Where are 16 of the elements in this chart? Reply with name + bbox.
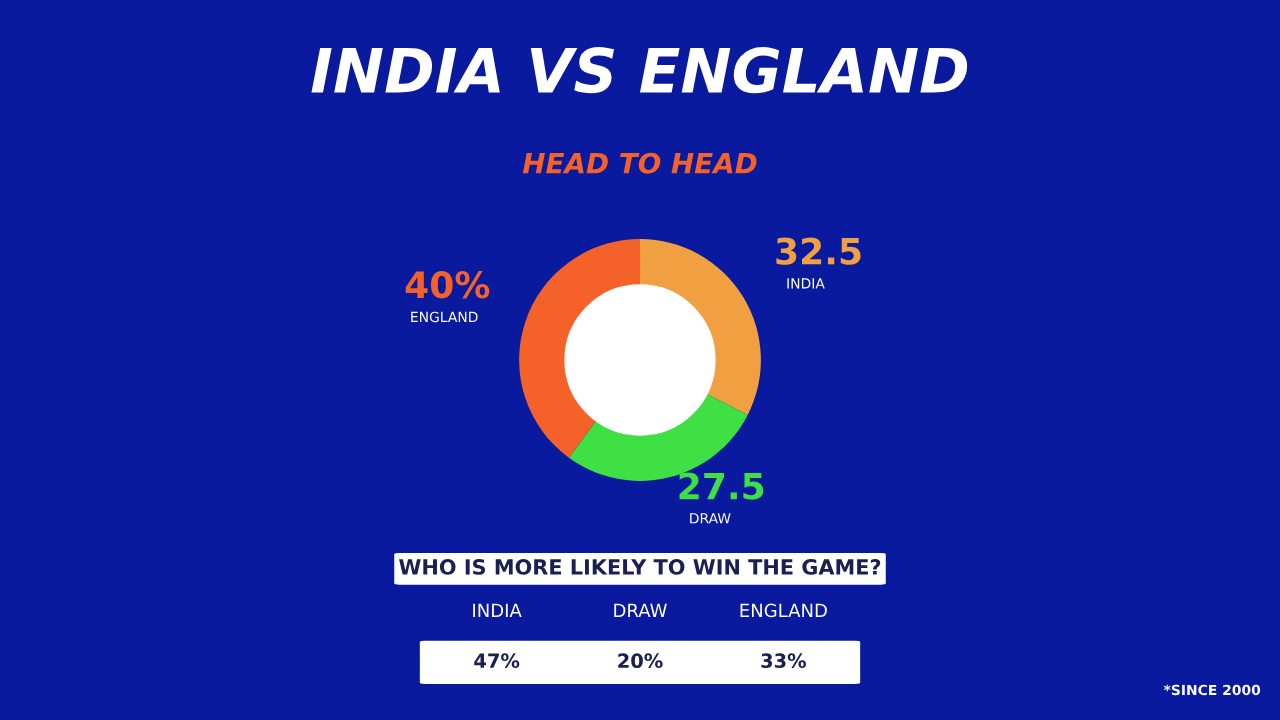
text: WHO IS MORE LIKELY TO WIN THE GAME? [399, 559, 881, 575]
text: 47% [474, 653, 520, 669]
slice-label: DRAW [690, 513, 731, 524]
category-label: ENGLAND [740, 603, 827, 618]
slice-label: ENGLAND [411, 311, 478, 323]
category-label: DRAW [614, 603, 667, 617]
text: 33% [761, 653, 807, 669]
category-label: INDIA [473, 603, 522, 617]
data-label: 40% [405, 271, 490, 299]
chart-title: INDIA VS ENGLAND [311, 47, 968, 94]
text: *SINCE 2000 [1163, 684, 1261, 696]
chart-subtitle: HEAD TO HEAD [522, 152, 757, 174]
text: 20% [618, 653, 663, 669]
data-label: 27.5 [679, 472, 764, 500]
slice-label: INDIA [787, 278, 825, 289]
data-label: 32.5 [776, 237, 861, 265]
